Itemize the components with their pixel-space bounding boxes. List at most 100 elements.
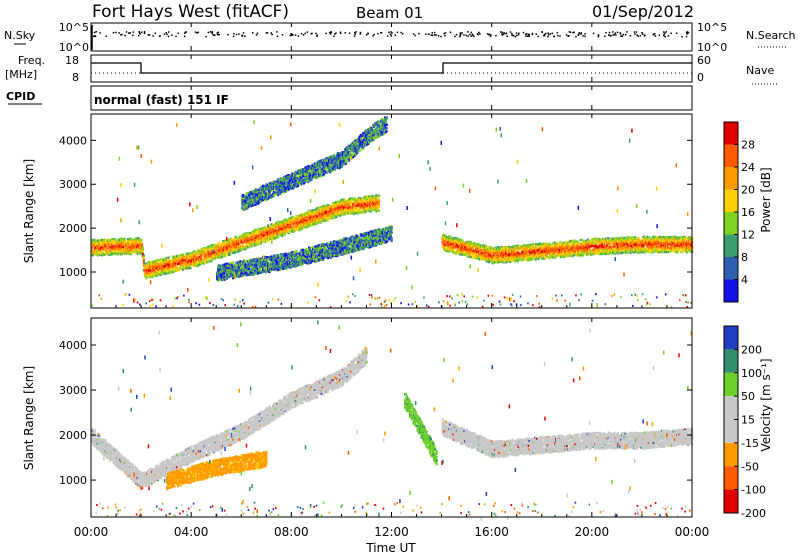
noise-point [244, 35, 246, 37]
noise-point [290, 33, 292, 35]
noise-point [395, 34, 397, 36]
heatmap-cell [485, 245, 487, 247]
radar-summary-plot: Fort Hays West (fitACF) Beam 01 01/Sep/2… [0, 0, 800, 554]
noise-point [303, 34, 305, 36]
heatmap-cell [260, 241, 262, 243]
noise-point [367, 33, 369, 35]
noise-point [168, 36, 170, 38]
noise-point [106, 36, 108, 38]
noise-point [333, 36, 335, 38]
noise-search-label: N.Search [746, 29, 796, 42]
heatmap-cell [248, 246, 250, 248]
noise-point [536, 33, 538, 35]
noise-point [467, 35, 469, 37]
noise-point [466, 35, 468, 37]
noise-point [366, 34, 368, 36]
noise-point [593, 33, 595, 35]
noise-point [666, 31, 668, 32]
noise-point [525, 34, 527, 36]
noise-point [218, 34, 220, 36]
freq-label-line2: [MHz] [5, 68, 37, 81]
noise-point [301, 33, 303, 35]
noise-point [315, 33, 317, 35]
noise-point [124, 35, 126, 37]
noise-point [431, 34, 433, 36]
noise-point [502, 32, 504, 33]
noise-point [291, 35, 293, 37]
noise-point [516, 35, 518, 37]
noise-point [569, 31, 571, 32]
power-heatmap [91, 116, 693, 308]
noise-point [233, 33, 235, 35]
noise-point [548, 34, 550, 36]
noise-point [687, 31, 689, 33]
noise-point [598, 34, 600, 36]
noise-point [630, 35, 632, 37]
noise-point [316, 36, 318, 38]
noise-point [133, 31, 135, 33]
noise-point [511, 33, 512, 35]
noise-point [670, 33, 672, 35]
noise-point [325, 33, 327, 35]
noise-point [402, 33, 404, 35]
noise-point [354, 35, 356, 37]
noise-point [148, 34, 150, 36]
noise-point [298, 35, 300, 37]
noise-point [257, 33, 259, 35]
noise-point [205, 36, 207, 38]
noise-point [126, 31, 128, 33]
noise-point [334, 33, 336, 35]
noise-point [96, 31, 98, 33]
heatmap-cell [96, 251, 98, 253]
noise-point [196, 32, 198, 34]
noise-point [295, 34, 297, 36]
noise-point [397, 32, 399, 33]
noise-point [276, 31, 278, 32]
noise-point [349, 33, 351, 35]
noise-point [372, 35, 374, 37]
noise-point [547, 32, 549, 34]
noise-point [432, 35, 434, 37]
heatmap-cell [140, 241, 142, 243]
noise-point [559, 35, 561, 37]
heatmap-cell [228, 241, 230, 243]
noise-point [641, 32, 643, 34]
heatmap-cell [142, 248, 144, 250]
noise-point [99, 32, 101, 34]
noise-point [579, 33, 581, 35]
noise-point [460, 35, 462, 37]
noise-point [432, 32, 434, 34]
noise-point [471, 32, 473, 34]
noise-point [282, 34, 284, 36]
noise-point [507, 36, 509, 38]
noise-point [355, 33, 357, 35]
noise-point [510, 31, 512, 33]
noise-point [400, 32, 402, 34]
noise-point [488, 34, 490, 36]
heatmap-cell [159, 260, 161, 262]
noise-point [640, 35, 642, 37]
heatmap-cell [157, 259, 159, 261]
heatmap-cell [129, 245, 131, 247]
noise-point [121, 34, 123, 36]
noise-point [568, 35, 570, 37]
heatmap-cell [190, 267, 192, 269]
noise-point [152, 35, 154, 37]
noise-point [459, 36, 461, 38]
noise-point [545, 33, 547, 35]
noise-point [435, 34, 437, 36]
noise-point [503, 33, 505, 35]
noise-point [552, 33, 554, 35]
heatmap-cell [336, 216, 338, 218]
noise-point [243, 32, 245, 34]
noise-left-tick-bottom: 10^0 [59, 41, 89, 54]
noise-point [195, 31, 197, 33]
noise-point [94, 35, 96, 37]
heatmap-cell [327, 204, 329, 206]
noise-point [454, 36, 456, 38]
noise-point [292, 34, 294, 36]
noise-point [537, 36, 539, 38]
freq-left-tick-top: 18 [65, 54, 79, 67]
noise-point [550, 33, 552, 35]
noise-point [612, 34, 614, 36]
